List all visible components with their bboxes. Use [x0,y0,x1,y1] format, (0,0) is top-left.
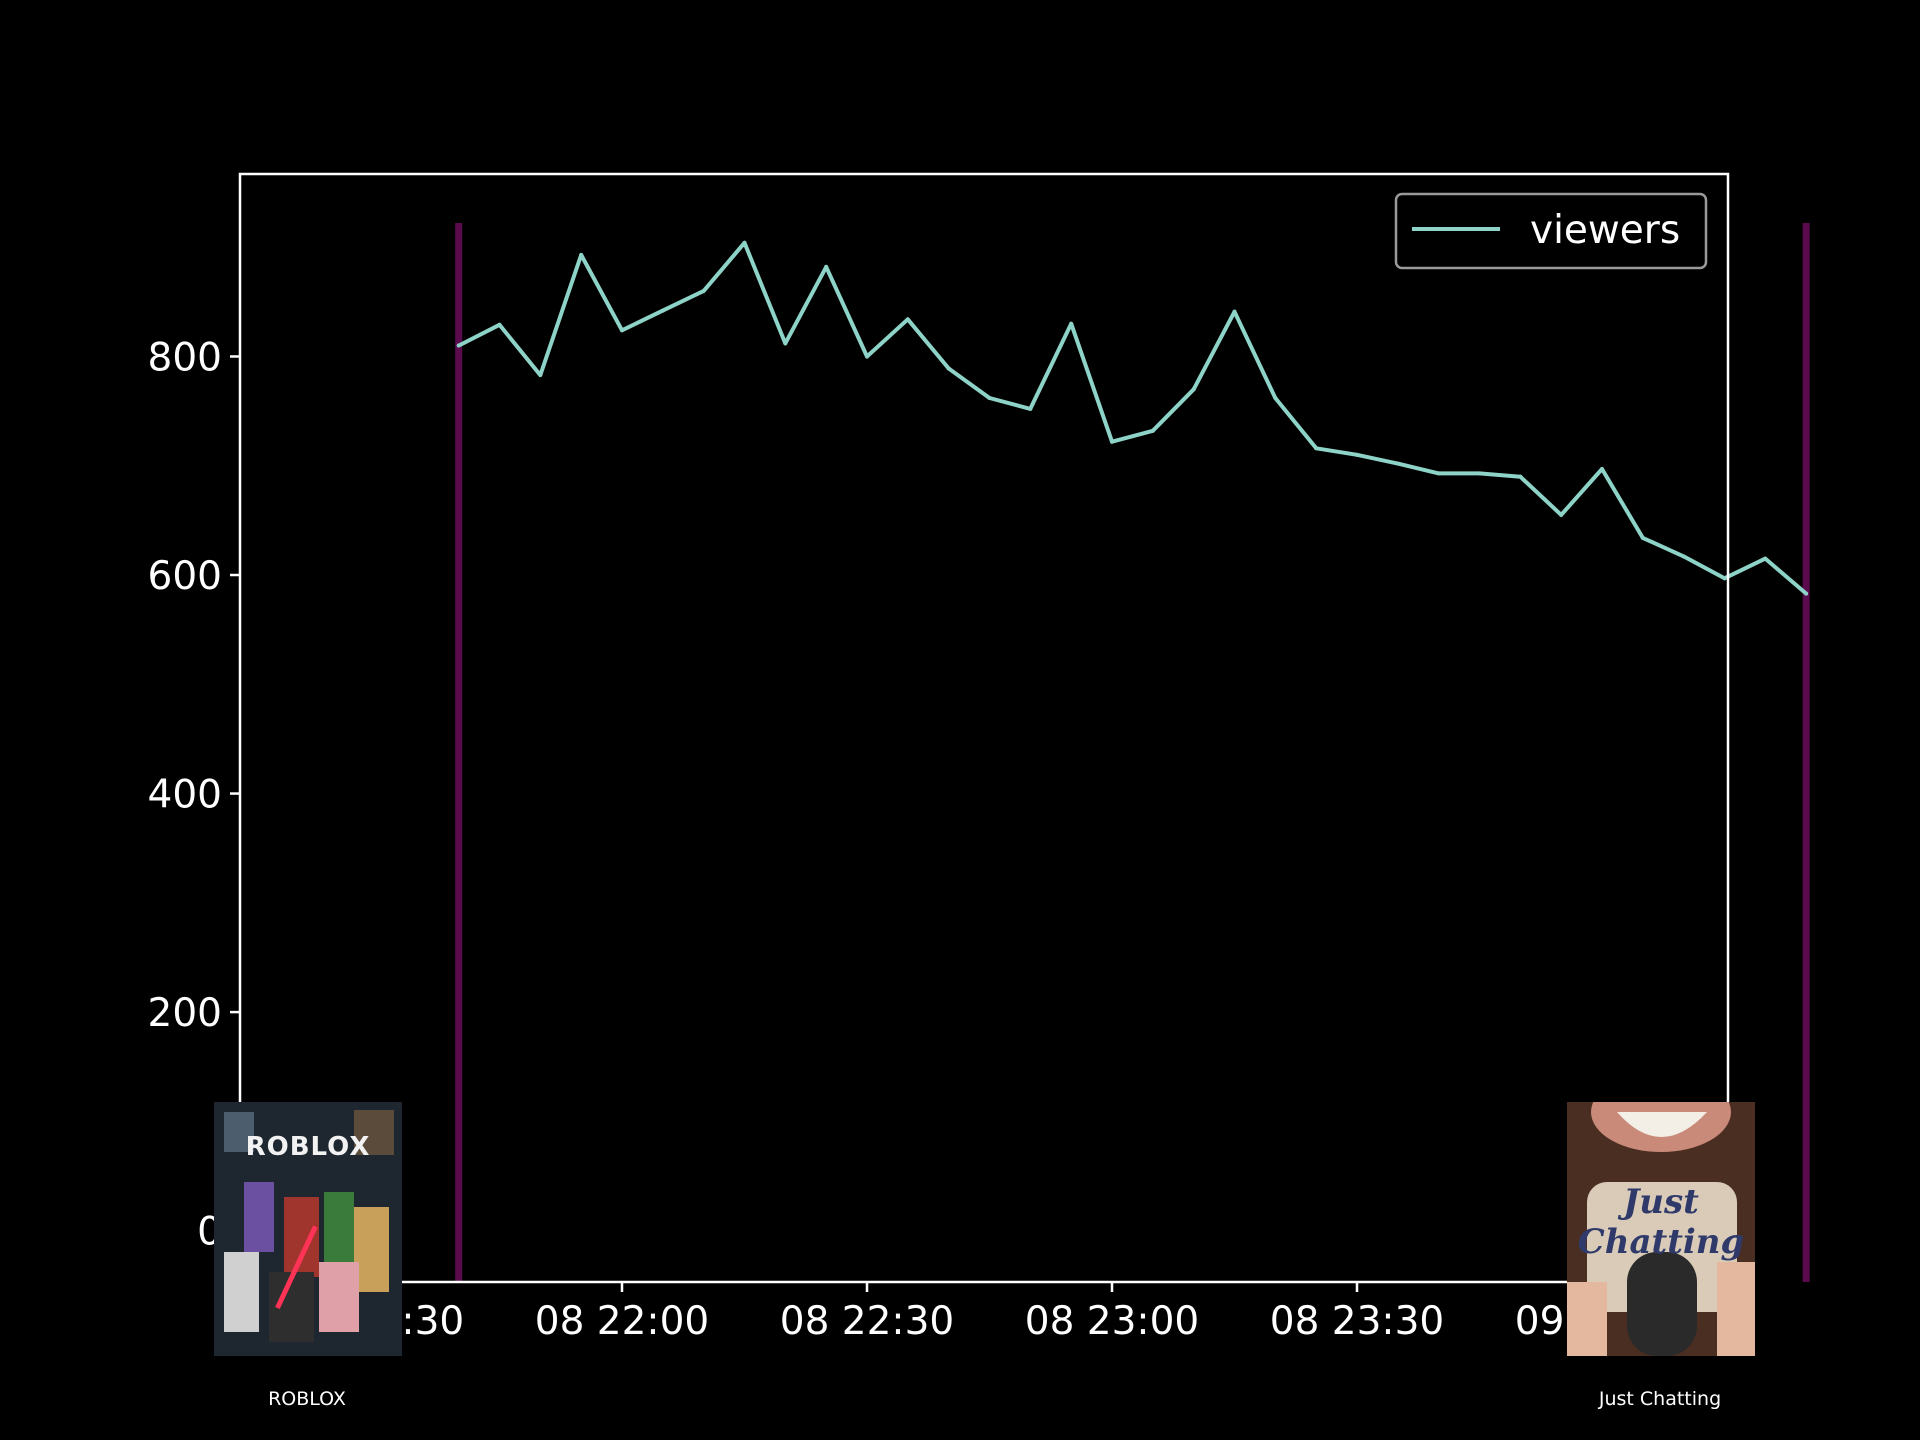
series-point-1 [497,322,502,327]
series-point-21 [1314,446,1319,451]
series-point-11 [905,317,910,322]
series-point-13 [987,396,992,401]
just-chatting-artwork-icon [1567,1102,1755,1356]
series-point-30 [1681,554,1686,559]
x-tick-label-2: 08 22:30 [780,1299,954,1344]
y-tick-label-200: 200 [148,991,222,1036]
series-point-12 [946,366,951,371]
legend: viewers [1394,192,1708,270]
series-point-17 [1150,428,1155,433]
series-point-22 [1355,452,1359,457]
just-chatting-caption: Just Chatting [1598,1388,1722,1410]
series-point-16 [1110,439,1114,444]
legend-box [1394,192,1708,270]
series-point-9 [824,264,829,269]
series-point-2 [538,373,543,378]
x-tick-label-3: 08 23:00 [1025,1299,1199,1344]
series-point-27 [1559,512,1564,517]
roblox-caption: ROBLOX [268,1388,346,1410]
series-point-31 [1722,576,1727,581]
y-tick-label-400: 400 [148,773,222,818]
series-point-25 [1477,471,1482,476]
series-point-23 [1395,461,1400,466]
y-tick-label-800: 800 [148,335,222,380]
series-point-8 [783,341,788,346]
series-point-26 [1518,474,1523,479]
series-point-10 [865,354,869,359]
series-point-4 [620,328,624,333]
just-chatting-thumbnail: Just Chatting [1567,1102,1755,1356]
series-point-19 [1232,309,1237,314]
series-point-33 [1804,591,1809,596]
y-tick-label-600: 600 [148,554,222,599]
series-point-0 [456,343,461,348]
x-tick-label-4: 08 23:30 [1270,1299,1444,1344]
series-point-24 [1436,471,1441,476]
series-point-32 [1763,556,1768,561]
roblox-logo-text: ROBLOX [245,1132,371,1162]
series-point-15 [1069,321,1074,326]
series-point-20 [1273,396,1278,401]
series-point-18 [1191,387,1196,392]
roblox-thumbnail: ROBLOX [214,1102,402,1356]
series-layer [456,240,1809,596]
series-point-6 [701,288,706,293]
series-point-7 [742,240,747,245]
series-point-5 [660,308,665,313]
game-change-markers [455,223,1810,1282]
x-tick-label-1: 08 22:00 [535,1299,709,1344]
series-point-14 [1028,406,1033,411]
series-point-29 [1640,535,1645,540]
plot-frame [238,172,1730,1284]
series-point-28 [1600,467,1604,472]
roblox-artwork-icon [214,1102,402,1356]
just-chatting-logo-text: Just Chatting [1577,1182,1745,1262]
series-line-viewers [457,240,1808,596]
series-point-3 [579,252,584,257]
legend-label-viewers: viewers [1530,208,1680,253]
